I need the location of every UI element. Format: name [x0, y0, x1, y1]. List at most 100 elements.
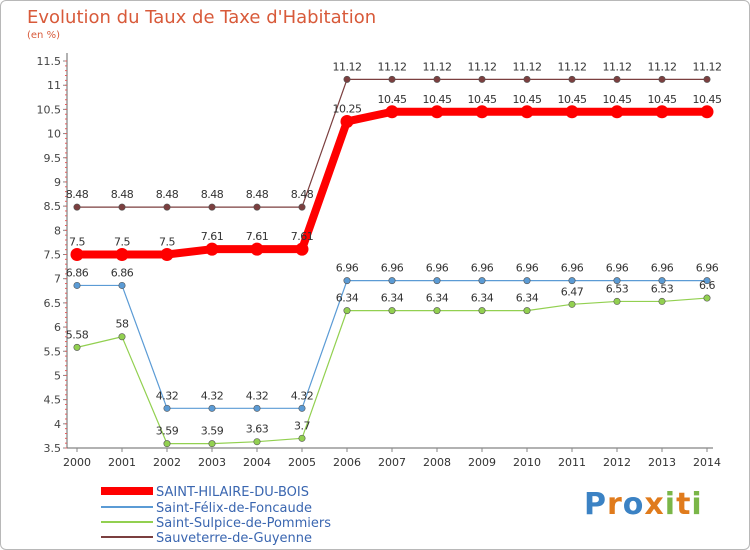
- data-label-2: 6.34: [426, 292, 449, 305]
- data-label-3: 11.12: [468, 60, 497, 73]
- series-point-0: [340, 114, 354, 128]
- series-point-0: [655, 105, 669, 119]
- series-point-2: [433, 307, 441, 315]
- series-point-3: [298, 203, 306, 211]
- data-label-1: 4.32: [201, 389, 224, 402]
- series-point-2: [343, 307, 351, 315]
- series-point-1: [208, 404, 216, 412]
- data-label-3: 11.12: [513, 60, 542, 73]
- data-label-2: 3.63: [246, 423, 269, 436]
- series-point-2: [118, 333, 126, 341]
- data-label-3: 11.12: [378, 60, 407, 73]
- series-point-0: [520, 105, 534, 119]
- data-label-2: 6.47: [561, 285, 584, 298]
- series-point-2: [253, 438, 261, 446]
- data-label-2: 6.53: [606, 282, 629, 295]
- data-label-1: 6.96: [606, 262, 629, 275]
- y-tick-label: 11.5: [37, 55, 62, 68]
- series-point-0: [70, 248, 84, 261]
- legend-label-1: Saint-Félix-de-Foncaude: [156, 501, 312, 516]
- x-tick-label: 2000: [63, 456, 91, 469]
- data-label-0: 7.61: [246, 230, 269, 243]
- data-label-3: 11.12: [648, 60, 677, 73]
- data-label-2: 6.34: [471, 292, 494, 305]
- x-tick-label: 2011: [558, 456, 586, 469]
- data-label-3: 8.48: [201, 188, 224, 201]
- data-label-3: 11.12: [558, 60, 587, 73]
- legend-label-2: Saint-Sulpice-de-Pommiers: [156, 516, 331, 531]
- series-point-1: [703, 277, 711, 285]
- y-tick-label: 5: [54, 369, 61, 382]
- y-tick-label: 7.5: [44, 249, 62, 262]
- x-tick-label: 2006: [333, 456, 361, 469]
- y-tick-label: 9: [54, 176, 61, 189]
- series-point-2: [523, 307, 531, 315]
- data-label-1: 6.96: [561, 262, 584, 275]
- x-tick-label: 2002: [153, 456, 181, 469]
- x-tick-label: 2009: [468, 456, 496, 469]
- data-label-0: 10.45: [378, 93, 407, 106]
- data-label-3: 8.48: [66, 188, 89, 201]
- data-label-3: 8.48: [291, 188, 314, 201]
- series-point-3: [433, 75, 441, 83]
- series-point-0: [160, 248, 174, 261]
- x-tick-label: 2013: [648, 456, 676, 469]
- data-label-2: 3.59: [201, 425, 224, 438]
- data-label-1: 6.96: [651, 262, 674, 275]
- data-label-0: 10.45: [558, 93, 587, 106]
- data-label-3: 8.48: [156, 188, 179, 201]
- logo-letter: t: [676, 487, 692, 522]
- data-label-1: 6.96: [516, 262, 539, 275]
- series-point-0: [295, 242, 309, 256]
- data-label-3: 11.12: [693, 60, 722, 73]
- x-tick-label: 2012: [603, 456, 631, 469]
- series-point-2: [73, 343, 81, 351]
- series-point-0: [205, 242, 219, 256]
- series-point-3: [118, 203, 126, 211]
- x-tick-label: 2007: [378, 456, 406, 469]
- series-point-3: [613, 75, 621, 83]
- data-label-3: 8.48: [111, 188, 134, 201]
- logo-letter: i: [664, 487, 677, 522]
- series-point-2: [613, 297, 621, 305]
- x-tick-label: 2004: [243, 456, 271, 469]
- series-point-2: [568, 300, 576, 308]
- data-label-2: 58: [116, 318, 129, 331]
- data-label-1: 4.32: [291, 389, 314, 402]
- y-tick-label: 6: [54, 321, 61, 334]
- series-point-1: [388, 277, 396, 285]
- data-label-1: 6.86: [66, 266, 89, 279]
- series-point-0: [475, 105, 489, 119]
- y-tick-label: 6.5: [44, 297, 62, 310]
- data-label-2: 6.34: [336, 292, 359, 305]
- series-point-1: [298, 404, 306, 412]
- data-label-2: 3.59: [156, 425, 179, 438]
- data-label-0: 7.5: [159, 236, 175, 249]
- x-tick-label: 2008: [423, 456, 451, 469]
- data-label-3: 11.12: [423, 60, 452, 73]
- x-tick-label: 2003: [198, 456, 226, 469]
- series-point-3: [73, 203, 81, 211]
- data-label-1: 6.96: [471, 262, 494, 275]
- data-label-2: 3.7: [294, 419, 310, 432]
- series-line-0: [77, 107, 707, 259]
- series-point-0: [700, 105, 714, 119]
- data-label-0: 10.45: [423, 93, 452, 106]
- series-point-3: [658, 75, 666, 83]
- data-label-2: 6.53: [651, 282, 674, 295]
- series-point-1: [478, 277, 486, 285]
- data-label-0: 10.45: [693, 93, 722, 106]
- series-point-1: [568, 277, 576, 285]
- series-point-2: [388, 307, 396, 315]
- legend-label-3: Sauveterre-de-Guyenne: [156, 531, 312, 546]
- series-point-3: [163, 203, 171, 211]
- chart-title: Evolution du Taux de Taxe d'Habitation: [27, 7, 377, 28]
- data-label-3: 11.12: [333, 60, 362, 73]
- data-label-0: 10.45: [648, 93, 677, 106]
- data-label-2: 6.34: [381, 292, 404, 305]
- data-label-1: 6.96: [336, 262, 359, 275]
- y-tick-label: 5.5: [44, 345, 62, 358]
- series-point-1: [343, 277, 351, 285]
